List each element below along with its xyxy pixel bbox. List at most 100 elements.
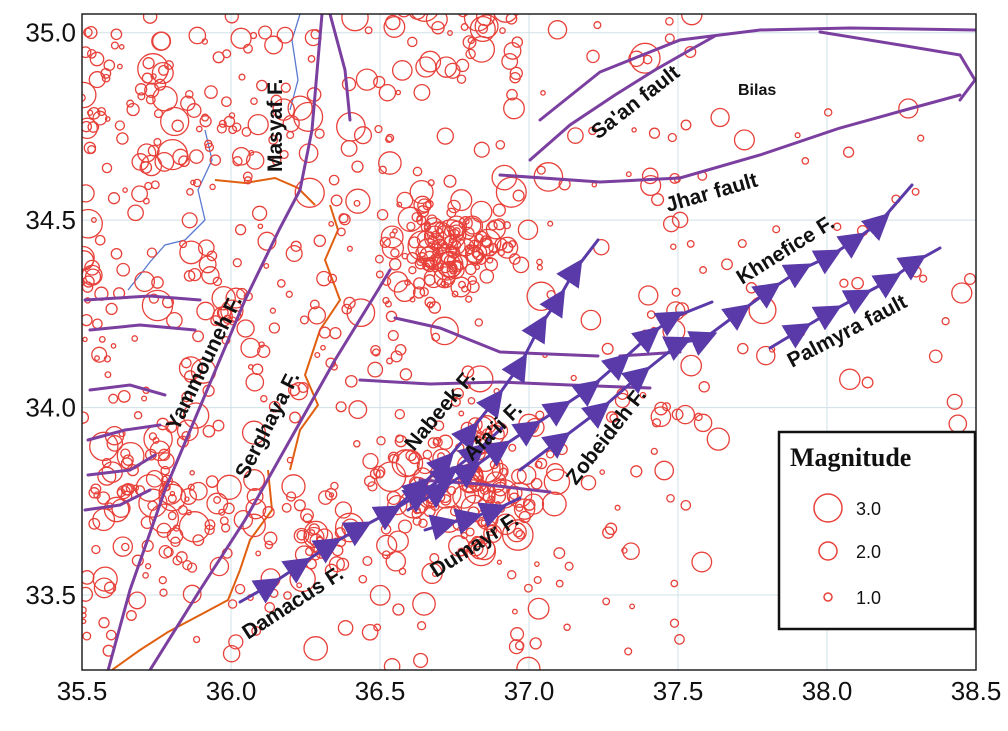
- earthquake-event: [506, 88, 518, 101]
- earthquake-event: [299, 315, 309, 325]
- earthquake-event: [346, 245, 353, 252]
- earthquake-event: [197, 239, 215, 257]
- earthquake-event: [88, 71, 106, 89]
- earthquake-event: [420, 222, 431, 233]
- earthquake-event: [202, 424, 216, 438]
- earthquake-event: [493, 218, 506, 231]
- earthquake-event: [279, 149, 289, 160]
- earthquake-event: [271, 155, 282, 166]
- earthquake-event: [376, 208, 389, 221]
- earthquake-event: [180, 488, 198, 505]
- earthquake-event: [232, 258, 242, 268]
- x-tick-label: 35.5: [57, 676, 108, 706]
- x-tick-label: 37.0: [504, 676, 555, 706]
- earthquake-event: [343, 296, 356, 310]
- legend-symbol-2: [818, 541, 838, 561]
- earthquake-event: [177, 505, 188, 515]
- earthquake-event: [670, 243, 677, 250]
- earthquake-event: [625, 171, 632, 178]
- earthquake-event: [147, 144, 160, 157]
- y-tick-label: 34.0: [25, 393, 76, 423]
- earthquake-event: [376, 436, 386, 446]
- earthquake-event: [101, 457, 112, 468]
- earthquake-event: [105, 629, 117, 641]
- earthquake-event: [222, 49, 232, 59]
- plot-frame: [81, 13, 977, 671]
- earthquake-event: [629, 42, 661, 74]
- earthquake-event: [361, 623, 379, 641]
- earthquake-event: [210, 315, 222, 327]
- earthquake-event: [467, 36, 475, 45]
- earthquake-event: [346, 298, 376, 328]
- earthquake-event: [181, 212, 198, 229]
- earthquake-event: [212, 419, 225, 432]
- earthquake-event: [553, 547, 566, 560]
- thrust-fault-lines: [238, 183, 942, 604]
- earthquake-event: [385, 310, 398, 323]
- earthquake-event: [121, 542, 130, 552]
- earthquake-event: [281, 474, 306, 499]
- earthquake-event: [134, 83, 148, 96]
- earthquake-event: [424, 225, 445, 245]
- earthquake-event: [455, 58, 470, 73]
- earthquake-event: [378, 165, 387, 175]
- earthquake-event: [341, 14, 369, 32]
- earthquake-event: [206, 492, 229, 515]
- earthquake-event: [178, 511, 211, 543]
- earthquake-event: [648, 127, 661, 139]
- earthquake-event: [280, 82, 291, 93]
- earthquake-event: [190, 179, 196, 186]
- earthquake-event: [189, 149, 204, 164]
- earthquake-event: [631, 127, 637, 133]
- earthquake-event: [536, 264, 543, 271]
- earthquake-event: [706, 427, 730, 451]
- earthquake-event: [472, 250, 480, 258]
- earthquake-event: [564, 561, 574, 571]
- earthquake-event: [117, 389, 131, 403]
- earthquake-event: [164, 60, 174, 71]
- earthquake-event: [307, 306, 327, 325]
- earthquake-event: [363, 475, 376, 487]
- earthquake-event: [116, 488, 126, 498]
- earthquake-event: [160, 106, 190, 137]
- earthquake-event: [104, 116, 111, 122]
- earthquake-event: [122, 187, 128, 193]
- earthquake-event: [629, 603, 636, 610]
- earthquake-event: [413, 652, 429, 668]
- earthquake-event: [220, 299, 244, 323]
- place-label-bilas: Bilas: [738, 82, 776, 99]
- earthquake-event: [179, 240, 188, 249]
- earthquake-event: [395, 89, 402, 96]
- fault-label-dumayr: Dumayr F.: [426, 508, 523, 582]
- earthquake-event: [437, 452, 446, 461]
- earthquake-event: [328, 174, 340, 186]
- earthquake-event: [353, 199, 361, 207]
- earthquake-event: [276, 26, 294, 44]
- earthquake-event: [397, 206, 423, 232]
- earthquake-event: [189, 470, 195, 476]
- river-line: [289, 14, 301, 111]
- earthquake-event: [158, 64, 169, 76]
- earthquake-event: [156, 522, 172, 538]
- earthquake-event: [399, 368, 413, 381]
- earthquake-event: [188, 26, 207, 45]
- earthquake-event: [419, 50, 442, 73]
- earthquake-event: [794, 132, 801, 139]
- fault-label-zobeideh: Zobeideh F.: [562, 384, 651, 489]
- x-tick-label: 38.5: [951, 676, 1002, 706]
- earthquake-event: [698, 381, 710, 393]
- earthquake-event: [286, 130, 295, 140]
- earthquake-event: [167, 511, 177, 521]
- earthquake-event: [263, 531, 278, 546]
- earthquake-event: [756, 345, 776, 366]
- fault-line-northeast: [818, 30, 976, 102]
- earthquake-event: [258, 341, 265, 348]
- earthquake-event: [307, 55, 316, 63]
- fault-label-masyaf: Masyaf F.: [264, 79, 287, 172]
- fault-line-coast-5: [86, 453, 157, 477]
- earthquake-event: [138, 488, 168, 518]
- earthquake-event: [448, 0, 470, 3]
- earthquake-event: [234, 583, 246, 595]
- earthquake-event: [125, 610, 137, 621]
- earthquake-event: [137, 92, 146, 101]
